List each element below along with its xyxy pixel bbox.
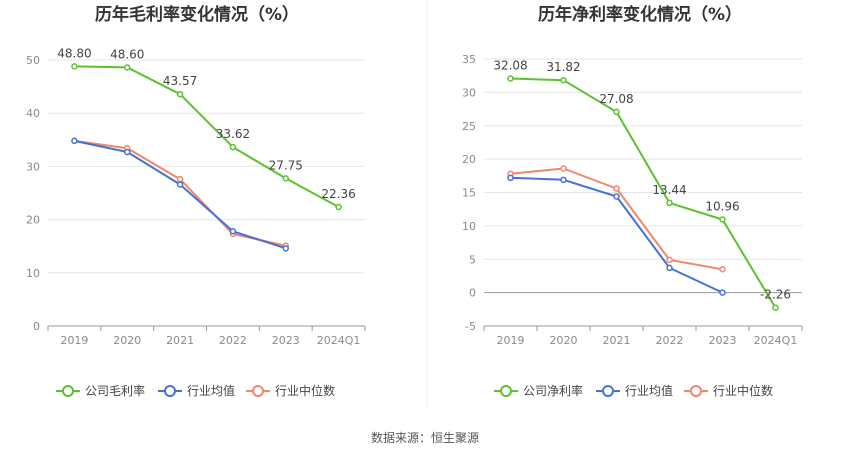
legend-label: 行业均值	[625, 383, 673, 398]
x-tick-label: 2024Q1	[317, 334, 361, 347]
legend-swatch-marker	[62, 385, 74, 397]
data-label: 31.82	[546, 60, 580, 74]
data-label: 48.60	[110, 47, 144, 61]
y-tick-label: 10	[462, 220, 476, 233]
series-line-company	[74, 65, 340, 208]
x-tick-label: 2019	[60, 334, 88, 347]
x-tick-label: 2024Q1	[754, 334, 798, 347]
data-point-company	[176, 90, 184, 98]
y-tick-label: 20	[462, 153, 476, 166]
y-tick-label: 20	[26, 214, 40, 227]
net-margin-chart: 历年净利率变化情况（%） -5 0 5 10 15 20 25 30 35 2019 2020 2021…	[462, 4, 803, 398]
data-label: 33.62	[216, 127, 250, 141]
y-tick-label: 35	[462, 53, 476, 66]
data-point-avg	[613, 193, 620, 200]
legend-swatch-marker	[252, 385, 264, 397]
data-label: 27.08	[599, 92, 633, 106]
y-tick-label: 10	[26, 267, 40, 280]
data-label: 43.57	[163, 74, 197, 88]
data-point-median	[666, 256, 673, 264]
data-point-median	[560, 165, 567, 172]
x-tick-label: 2020	[550, 334, 578, 347]
data-point-company	[229, 143, 237, 151]
y-tick-label: 0	[469, 287, 476, 300]
y-tick-label: 25	[462, 120, 476, 133]
data-point-company	[335, 203, 342, 211]
data-point-median	[613, 185, 620, 192]
y-tick-label: 30	[26, 160, 40, 173]
data-point-median	[719, 266, 726, 273]
series-line-median	[510, 167, 723, 271]
data-point-median	[176, 175, 184, 183]
data-point-avg	[560, 176, 567, 184]
data-label: 32.08	[493, 58, 527, 72]
y-tick-label: 40	[26, 107, 40, 120]
data-label: 13.44	[652, 183, 686, 197]
data-label: 27.75	[269, 158, 303, 172]
x-tick-label: 2023	[709, 334, 737, 347]
series-line-avg	[74, 139, 287, 250]
data-point-company	[613, 108, 620, 116]
data-point-avg	[124, 148, 131, 156]
x-tick-label: 2022	[656, 334, 684, 347]
data-source: 数据来源：恒生聚源	[371, 430, 479, 445]
legend-label: 行业中位数	[713, 383, 773, 398]
x-tick-label: 2019	[497, 334, 525, 347]
data-point-avg	[507, 174, 514, 182]
chart-title: 历年毛利率变化情况（%）	[95, 4, 299, 25]
legend-label: 公司净利率	[523, 383, 583, 398]
series-line-company	[510, 77, 777, 309]
legend-label: 公司毛利率	[85, 383, 145, 398]
data-label: 22.36	[321, 187, 355, 201]
series-line-median	[74, 139, 287, 247]
data-point-company	[124, 64, 131, 71]
data-label: -2.26	[760, 288, 791, 302]
data-point-company	[282, 175, 289, 182]
x-tick-label: 2020	[113, 334, 141, 347]
legend-swatch-marker	[164, 385, 176, 397]
legend-swatch-marker	[690, 385, 702, 397]
legend-label: 行业中位数	[275, 383, 335, 398]
legend-swatch-marker	[500, 385, 512, 397]
y-tick-label: 0	[33, 320, 40, 333]
legend-swatch-marker	[602, 385, 614, 397]
y-tick-label: -5	[465, 320, 476, 333]
data-point-company	[71, 63, 78, 70]
legend-label: 行业均值	[187, 383, 235, 398]
data-point-avg	[229, 228, 237, 235]
gross-margin-chart: 历年毛利率变化情况（%） 0 10 20 30 40 50 2019 2020 2021 2022 2…	[26, 4, 366, 398]
y-tick-label: 15	[462, 187, 476, 200]
data-point-company	[666, 199, 673, 207]
data-point-avg	[71, 137, 78, 145]
chart-title: 历年净利率变化情况（%）	[538, 4, 742, 25]
data-label: 10.96	[705, 199, 739, 213]
y-tick-label: 30	[462, 86, 476, 99]
data-label: 48.80	[57, 46, 91, 60]
data-point-avg	[176, 181, 184, 188]
data-point-avg	[666, 264, 673, 272]
y-tick-label: 5	[469, 253, 476, 266]
data-point-company	[560, 76, 567, 84]
x-tick-label: 2021	[603, 334, 631, 347]
data-point-company	[772, 304, 779, 311]
data-point-avg	[719, 289, 726, 296]
y-tick-label: 50	[26, 54, 40, 67]
x-tick-label: 2023	[272, 334, 300, 347]
x-tick-label: 2021	[166, 334, 194, 347]
data-point-company	[719, 216, 726, 223]
x-tick-label: 2022	[219, 334, 247, 347]
data-point-avg	[282, 245, 289, 252]
data-point-company	[507, 75, 514, 82]
